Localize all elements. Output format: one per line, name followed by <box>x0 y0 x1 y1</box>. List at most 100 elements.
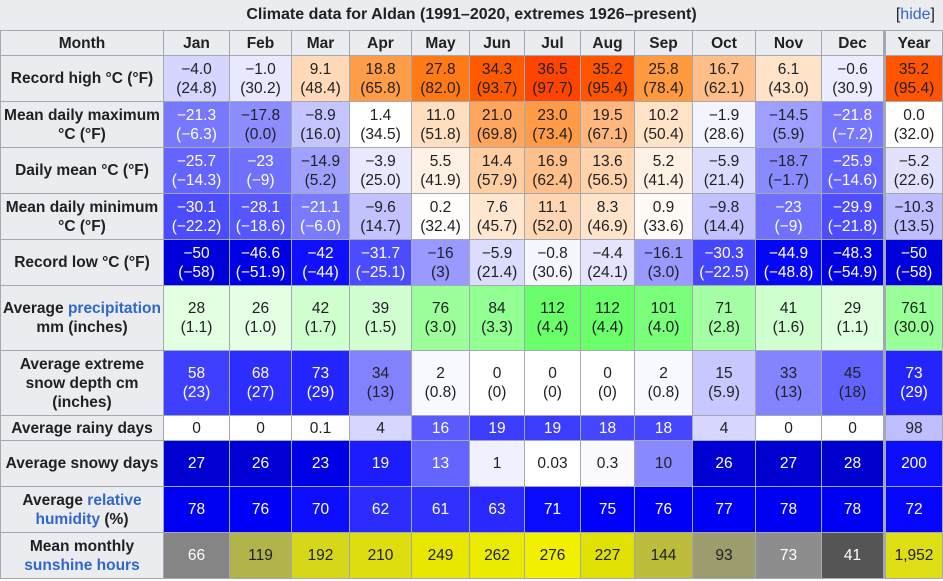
cell-value: 42 <box>311 300 330 317</box>
cell-value: 73 <box>905 365 923 382</box>
cell-value-imperial: (30.0) <box>893 319 935 336</box>
cell-value: 62 <box>371 501 390 518</box>
cell-value-imperial: (5.2) <box>304 171 337 189</box>
data-cell: 0 <box>163 415 230 441</box>
data-cell: 10.2 (50.4) <box>634 101 693 148</box>
cell-value: 66 <box>187 547 206 564</box>
cell-value: 276 <box>539 547 566 564</box>
cell-value-imperial: (1.0) <box>244 319 277 336</box>
data-cell: 0 <box>755 415 822 441</box>
cell-value: 75 <box>598 501 617 518</box>
cell-value-imperial: (−9) <box>246 171 275 189</box>
cell-value-imperial: (−25.1) <box>355 263 406 281</box>
cell-value-imperial: (48.4) <box>300 79 341 97</box>
cell-value: 10.2 <box>648 106 679 124</box>
table-row: Average precipitation mm (inches) 28 (1.1)… <box>0 285 943 351</box>
data-cell: −8.9 (16.0) <box>291 101 350 148</box>
cell-value: 7.6 <box>486 198 508 216</box>
data-cell: −5.2 (22.6) <box>883 147 943 194</box>
data-cell: 0.1 <box>291 415 350 441</box>
data-cell: 84 (3.3) <box>469 285 525 351</box>
cell-value: 210 <box>367 547 394 564</box>
cell-value-imperial: (30.9) <box>832 79 873 97</box>
data-cell: −9.8 (14.4) <box>692 193 756 240</box>
data-cell: 16.7 (62.1) <box>692 55 756 102</box>
row-label-link[interactable]: sunshine hours <box>24 556 140 574</box>
data-cell: 21.0 (69.8) <box>469 101 525 148</box>
data-cell: 76 <box>634 486 693 533</box>
cell-value-imperial: (33.6) <box>643 217 684 235</box>
cell-value: 26 <box>715 455 733 472</box>
cell-value: 70 <box>311 501 330 518</box>
data-cell: 73 <box>755 532 822 579</box>
cell-value: −4.4 <box>592 244 623 262</box>
row-label-text: Record high °C (°F) <box>10 70 154 87</box>
data-cell: 0.3 <box>580 440 635 487</box>
cell-value: −31.7 <box>360 244 401 262</box>
cell-value: 200 <box>901 455 927 472</box>
cell-value: 14.4 <box>481 152 513 170</box>
data-cell: 36.5 (97.7) <box>524 55 581 102</box>
data-cell: −21.3 (−6.3) <box>163 101 230 148</box>
cell-value: −29.9 <box>832 198 873 216</box>
cell-value-imperial: (13.5) <box>893 217 935 235</box>
cell-value-imperial: (95.4) <box>893 79 935 97</box>
cell-value: 11.1 <box>537 198 568 216</box>
row-label-text: Mean daily maximum °C (°F) <box>4 106 160 143</box>
data-cell: 75 <box>580 486 635 533</box>
data-cell: 101 (4.0) <box>634 285 693 351</box>
data-cell: 77 <box>692 486 756 533</box>
cell-value-imperial: (1.7) <box>304 319 337 336</box>
data-cell: 61 <box>411 486 470 533</box>
cell-value: −42 <box>307 244 334 262</box>
cell-value-imperial: (21.4) <box>476 263 518 281</box>
table-row: Average relative humidity (%) 78 76 70 62 61 6… <box>0 486 943 533</box>
cell-value-imperial: (34.5) <box>360 125 401 143</box>
data-cell: −18.7 (−1.7) <box>755 147 822 194</box>
data-cell: 192 <box>291 532 350 579</box>
cell-value-imperial: (4.4) <box>591 319 624 336</box>
cell-value: 18.8 <box>365 60 396 78</box>
data-cell: 73 (29) <box>883 350 943 416</box>
hide-toggle[interactable]: [hide] <box>895 6 935 23</box>
cell-value: 112 <box>595 300 620 317</box>
cell-value-imperial: (−48.8) <box>763 263 814 281</box>
row-label-link[interactable]: relative humidity <box>35 491 142 528</box>
cell-value: 18 <box>598 419 617 437</box>
cell-value: 26 <box>251 455 270 472</box>
cell-value-imperial: (−7.2) <box>832 125 873 143</box>
data-cell: 262 <box>469 532 525 579</box>
cell-value-imperial: (−54.9) <box>827 263 878 281</box>
data-cell: 14.4 (57.9) <box>469 147 525 194</box>
table-row: Mean monthly sunshine hours 66 119 192 210 24… <box>0 532 943 579</box>
cell-value: 19 <box>488 419 506 437</box>
data-cell: 26 <box>692 440 756 487</box>
data-cell: 119 <box>229 532 292 579</box>
cell-value-imperial: (1.1) <box>836 319 869 336</box>
cell-value: −0.6 <box>837 60 868 78</box>
header-cell: May <box>411 30 470 56</box>
cell-value: 144 <box>650 547 677 564</box>
data-cell: 2 (0.8) <box>411 350 470 416</box>
data-cell: −29.9 (−21.8) <box>821 193 885 240</box>
cell-value: −25.9 <box>832 152 873 170</box>
cell-value: 11.0 <box>425 106 456 124</box>
data-cell: 210 <box>349 532 412 579</box>
cell-value: 18 <box>654 419 673 437</box>
cell-value: 5.2 <box>652 152 675 170</box>
cell-value: −25.7 <box>176 152 217 170</box>
data-cell: −31.7 (−25.1) <box>349 239 412 286</box>
cell-value: 28 <box>843 455 862 472</box>
data-cell: 19 <box>349 440 412 487</box>
cell-value: 8.3 <box>596 198 619 216</box>
hide-link[interactable]: hide <box>900 6 931 23</box>
cell-value-imperial: (73.4) <box>532 125 573 143</box>
data-cell: −14.5 (5.9) <box>755 101 822 148</box>
data-cell: 27.8 (82.0) <box>411 55 470 102</box>
cell-value-imperial: (13) <box>774 384 803 401</box>
cell-value: 93 <box>715 547 733 564</box>
row-label-link[interactable]: precipitation <box>67 300 161 317</box>
cell-value: 1.4 <box>369 106 392 124</box>
cell-value: −48.3 <box>832 244 873 262</box>
data-cell: 1.4 (34.5) <box>349 101 412 148</box>
